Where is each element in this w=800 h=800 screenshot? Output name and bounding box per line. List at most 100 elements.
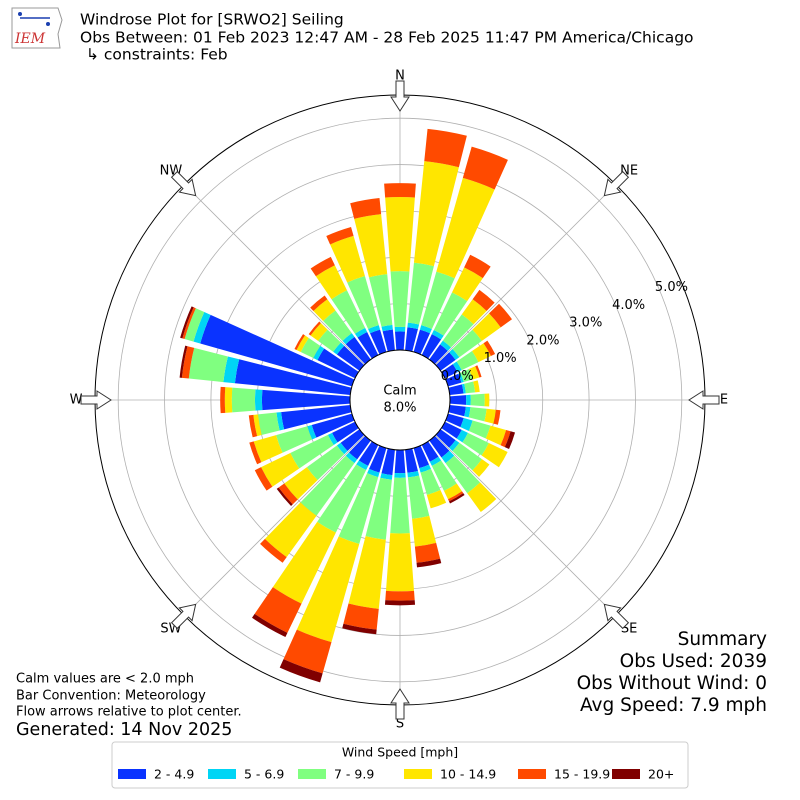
bar-segment [464, 406, 471, 418]
calm-label: Calm [383, 384, 416, 399]
bar-segment [405, 448, 418, 473]
bar-segment [313, 345, 325, 361]
r-tick-label: 3.0% [569, 316, 602, 331]
bar-segment [421, 334, 442, 359]
arrow-shape [603, 170, 630, 197]
legend-swatch [118, 769, 146, 779]
arrow-shape [688, 390, 720, 410]
bar-segment [435, 352, 456, 371]
compass-label: N [395, 69, 405, 84]
bar-segment [473, 380, 480, 393]
logo-text: IEM [14, 31, 46, 47]
bar-segment [449, 348, 460, 360]
bar-segment [381, 324, 393, 332]
bar-segment [200, 314, 355, 387]
bar-segment [452, 267, 483, 302]
bar-segment [449, 395, 467, 405]
bar-segment [460, 369, 473, 382]
bar-segment [449, 440, 460, 452]
bar-segment [248, 414, 258, 438]
bar-segment [483, 340, 496, 357]
legend-label: 7 - 9.9 [334, 767, 374, 782]
bar-segment [421, 271, 455, 330]
bar-segment [440, 340, 452, 351]
legend-swatch [208, 769, 236, 779]
bar-segment [308, 321, 321, 336]
bar-segment [310, 295, 328, 311]
bar-segment [220, 386, 226, 414]
bar-segment [347, 276, 379, 330]
bar-segment [421, 441, 439, 462]
bar-segment [382, 329, 395, 352]
bar-segment [407, 322, 420, 330]
bar-segment [254, 467, 273, 491]
arrow-shape [80, 390, 112, 410]
bar-segment [445, 413, 464, 428]
bar-segment [460, 418, 473, 431]
bar-segment [343, 603, 379, 630]
legend-label: 15 - 19.9 [554, 767, 610, 782]
bar-segment [493, 409, 501, 425]
bar-segment [467, 482, 497, 513]
r-tick-label: 2.0% [526, 333, 559, 348]
bar-segment [284, 467, 318, 500]
flow-arrow [688, 390, 720, 410]
bar-segment [276, 426, 313, 453]
bar-segment [504, 431, 516, 450]
bar-segment [500, 430, 511, 448]
bar-segment [416, 558, 442, 568]
bar-segment [385, 590, 415, 601]
legend-label: 10 - 14.9 [440, 767, 496, 782]
flow-arrow [603, 170, 630, 197]
bar-segment [413, 329, 430, 355]
bar-segment [472, 313, 501, 341]
bar-segment [429, 344, 448, 365]
bar-segment [429, 435, 450, 458]
bar-segment [354, 214, 388, 278]
bar-segment [323, 310, 352, 341]
bar-segment [182, 307, 196, 340]
bar-segment [461, 383, 466, 394]
r-tick-label: 0.0% [441, 369, 474, 384]
bar-segment [433, 292, 468, 336]
bar-segment [278, 483, 298, 505]
bar-segment [254, 587, 302, 633]
bar-segment [180, 306, 194, 339]
bar-segment [385, 533, 415, 592]
legend-label: 20+ [648, 767, 674, 782]
bar-segment [441, 421, 462, 439]
grid-circle [117, 117, 683, 683]
bar-segment [464, 254, 491, 279]
bar-segment [384, 600, 416, 606]
bar-segment [276, 412, 285, 431]
bar-segment [279, 659, 323, 683]
bar-segment [258, 412, 280, 436]
bar-segment [462, 146, 508, 190]
bar-segment [484, 408, 496, 424]
bar-segment [181, 346, 195, 379]
bar-segment [327, 432, 338, 446]
summary: Obs Used: 2039 [620, 651, 767, 672]
bar-segment [461, 299, 487, 325]
bar-segment [313, 299, 336, 321]
bar-segment [456, 429, 468, 443]
note: Calm values are < 2.0 mph [16, 672, 194, 687]
bar-segment [368, 274, 393, 327]
bar-segment [485, 425, 507, 446]
compass-label: E [720, 393, 728, 408]
bar-segment [261, 453, 300, 487]
calm-value: 8.0% [383, 401, 416, 416]
bar-segment [300, 338, 321, 359]
bar-segment [330, 235, 365, 283]
legend-title: Wind Speed [mph] [342, 745, 458, 760]
bar-segment [348, 435, 371, 460]
bar-segment [394, 472, 406, 478]
bar-segment [445, 455, 481, 494]
bar-segment [472, 459, 490, 477]
flow-arrow [170, 603, 197, 630]
r-tick-label: 5.0% [655, 280, 688, 295]
spoke [435, 184, 616, 365]
bar-segment [358, 441, 379, 466]
bar-segment [385, 197, 415, 272]
legend-swatch [518, 769, 546, 779]
